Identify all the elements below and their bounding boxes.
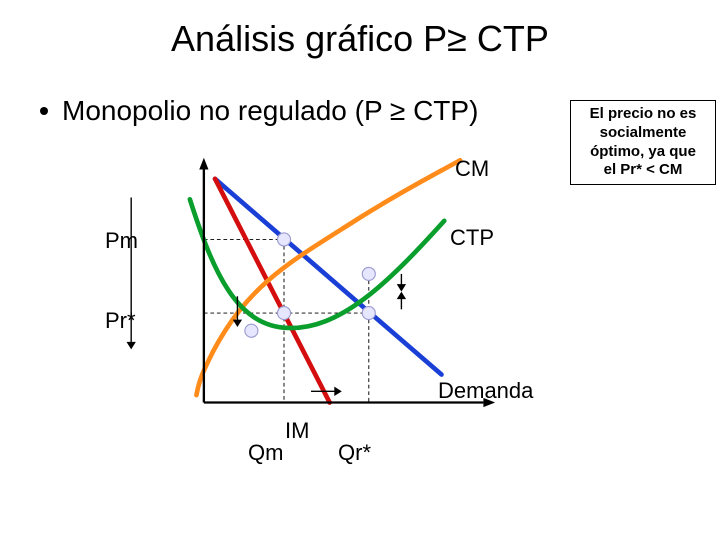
note-line-4: el Pr* < CM <box>604 161 683 178</box>
label-pm: Pm <box>105 228 138 254</box>
slide-title: Análisis gráfico P≥ CTP <box>0 18 720 60</box>
label-im: IM <box>285 418 309 444</box>
note-line-3: óptimo, ya que <box>590 143 696 160</box>
note-line-2: socialmente <box>600 124 687 141</box>
note-line-1: El precio no es <box>590 105 697 122</box>
label-ctp: CTP <box>450 225 494 251</box>
slide: Análisis gráfico P≥ CTP Monopolio no reg… <box>0 0 720 540</box>
chart-svg <box>120 150 530 450</box>
bullet-line: Monopolio no regulado (P ≥ CTP) <box>40 95 478 127</box>
bullet-text: Monopolio no regulado (P ≥ CTP) <box>62 95 478 126</box>
note-box: El precio no es socialmente óptimo, ya q… <box>570 100 716 185</box>
label-qm: Qm <box>248 440 283 466</box>
bullet-dot-icon <box>40 107 48 115</box>
label-pr-star: Pr* <box>105 308 136 334</box>
chart-area: CM CTP Demanda IM Qm Qr* Pm Pr* <box>120 150 530 450</box>
label-qr-star: Qr* <box>338 440 371 466</box>
label-demanda: Demanda <box>438 378 533 404</box>
label-cm: CM <box>455 156 489 182</box>
